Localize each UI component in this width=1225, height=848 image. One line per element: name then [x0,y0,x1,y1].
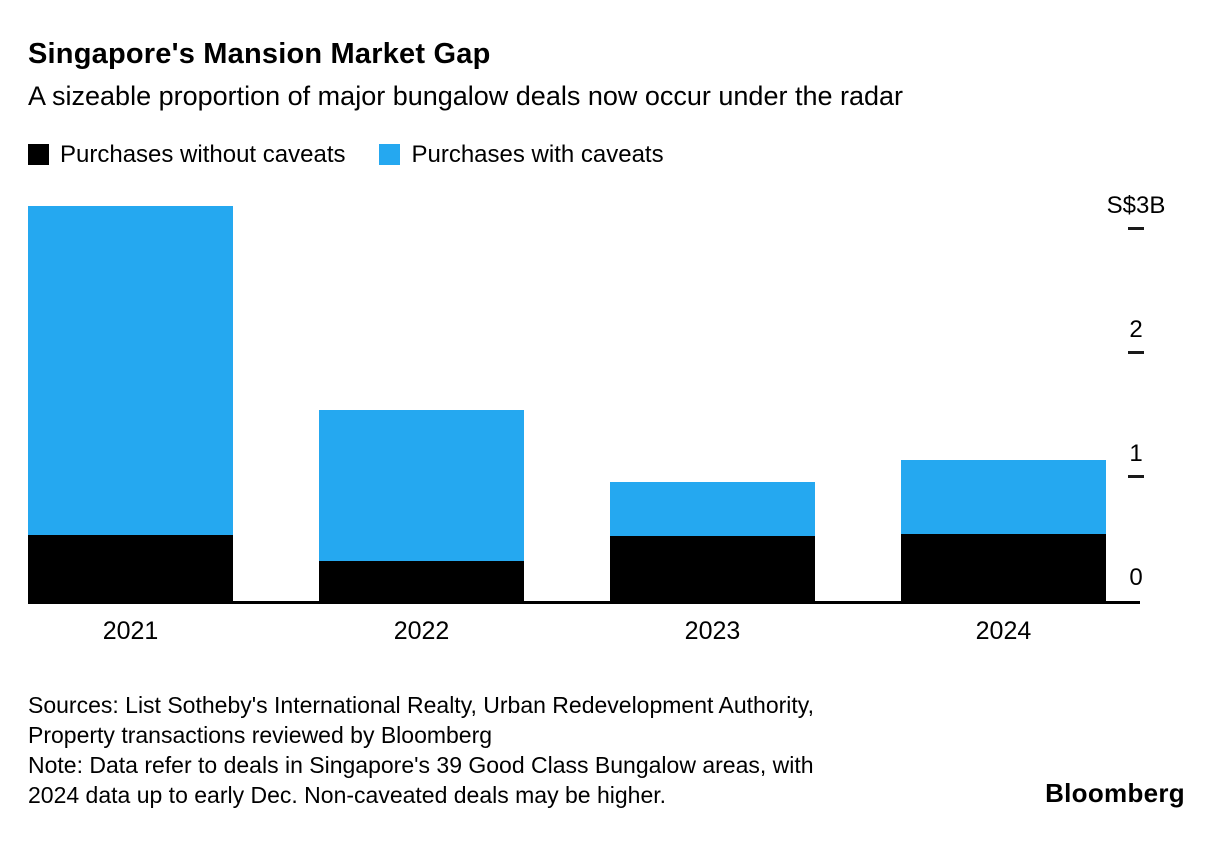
y-axis-tick-mark [1128,351,1144,355]
bar-segment [318,410,525,562]
y-axis-tick-label: S$3B [1106,192,1166,220]
bar-segment [318,561,525,601]
bar-segment [900,459,1106,534]
legend-item-with-caveats: Purchases with caveats [379,140,664,169]
bar-2023 [609,205,815,601]
bar-segment [28,535,234,601]
x-axis-label: 2024 [975,616,1032,645]
footer: Sources: List Sotheby's International Re… [28,690,1185,810]
legend-label: Purchases without caveats [60,140,346,168]
y-axis-tick-mark [1128,474,1144,478]
legend-item-without-caveats: Purchases without caveats [28,141,345,169]
legend-label: Purchases with caveats [411,140,664,168]
x-axis-label: 2023 [684,616,741,645]
footer-note-line-2: 2024 data up to early Dec. Non-caveated … [28,781,667,808]
y-axis-tick-label: 1 [1129,439,1143,467]
bar-2021 [28,205,234,601]
legend: Purchases without caveats Purchases with… [28,141,1185,169]
bloomberg-logo: Bloomberg [1045,777,1185,808]
footer-sources-line-2: Property transactions reviewed by Bloomb… [28,721,493,748]
bar-segment [609,536,815,601]
bar-segment [609,481,815,537]
x-axis-label: 2021 [102,616,159,645]
bar-segment [900,533,1106,601]
bar-2024 [900,205,1106,601]
legend-swatch-icon [379,144,401,166]
x-axis-label: 2022 [393,616,450,645]
bars [28,205,1106,601]
bar-2022 [318,205,525,601]
footer-sources-line-1: Sources: List Sotheby's International Re… [28,691,814,718]
bar-segment [28,205,234,536]
chart-subtitle: A sizeable proportion of major bungalow … [28,81,904,112]
footer-note-line-1: Note: Data refer to deals in Singapore's… [28,751,814,778]
legend-swatch-icon [28,144,49,166]
y-axis-tick-mark [1128,227,1144,231]
x-axis-labels: 2021 2022 2023 2024 [28,604,1106,646]
plot-area: S$3B 2 1 0 [28,192,1165,604]
y-axis-tick-label: 0 [1129,563,1143,591]
y-axis-tick-label: 2 [1129,316,1143,344]
chart-title: Singapore's Mansion Market Gap [28,38,491,70]
